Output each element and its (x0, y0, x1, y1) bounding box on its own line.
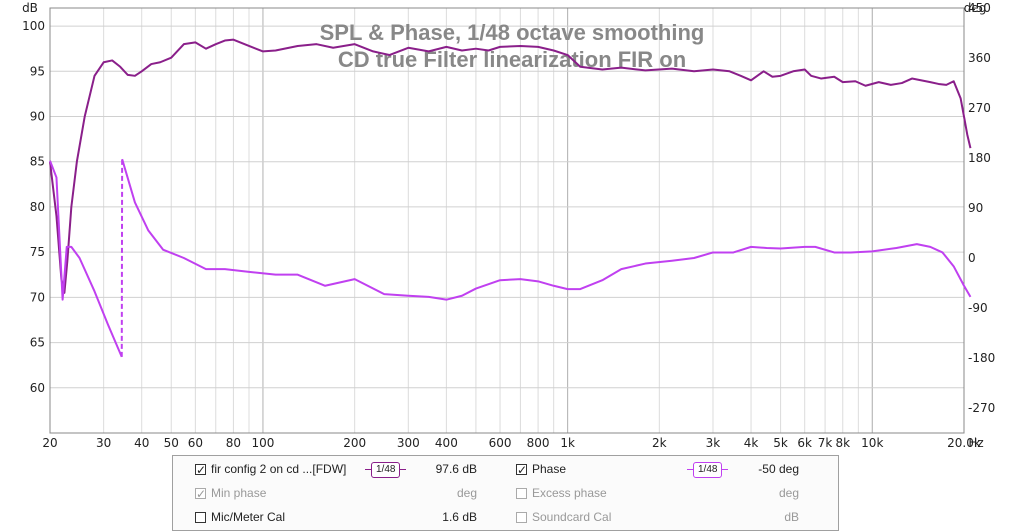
series-1-smoothing-control[interactable]: 1/48 (365, 459, 407, 479)
legend-mic-cal[interactable]: Mic/Meter Cal (195, 507, 285, 527)
series-1-checkbox[interactable] (195, 460, 206, 480)
min-phase-label: Min phase (211, 486, 267, 500)
series-group (49, 38, 972, 358)
plot-area (50, 8, 964, 433)
legend-excess-phase[interactable]: Excess phase (516, 483, 607, 503)
y-tick-label: 95 (30, 64, 45, 78)
x-tick-label: 20 (42, 436, 57, 450)
excess-phase-label: Excess phase (532, 486, 607, 500)
phase-checkbox[interactable] (516, 460, 527, 480)
x-tick-label: 50 (164, 436, 179, 450)
x-tick-label: 3k (706, 436, 721, 450)
phase-series-line-1 (121, 158, 972, 301)
phase-smoothing-control[interactable]: 1/48 (687, 459, 729, 479)
y2-tick-label: -90 (968, 301, 988, 315)
y2-tick-label: 360 (968, 51, 991, 65)
x-tick-label: 100 (251, 436, 274, 450)
y2-tick-label: 180 (968, 151, 991, 165)
x-tick-label: 60 (188, 436, 203, 450)
grid (49, 7, 965, 434)
x-tick-label: 8k (835, 436, 850, 450)
legend-min-phase[interactable]: Min phase (195, 483, 267, 504)
series-1-smoothing-button[interactable]: 1/48 (371, 461, 401, 478)
y-tick-label: 80 (30, 200, 45, 214)
series-1-name[interactable]: fir config 2 on cd ...[FDW] (211, 462, 347, 476)
excess-phase-checkbox[interactable] (516, 488, 527, 500)
min-phase-checkbox[interactable] (195, 484, 206, 504)
y2-tick-label: 90 (968, 201, 983, 215)
x-tick-label: 10k (861, 436, 883, 450)
legend-phase[interactable]: Phase (516, 459, 567, 480)
x-tick-label: 7k (818, 436, 833, 450)
x-tick-label: 40 (134, 436, 149, 450)
x-tick-label: 200 (343, 436, 366, 450)
y-tick-label: 90 (30, 110, 45, 124)
phase-smoothing-button[interactable]: 1/48 (693, 461, 723, 478)
x-tick-label: 20.0k (947, 436, 981, 450)
axis-ticks: 20 30 40 50 60 80 100 200 300 400 600 800 1k 2k 3k 4k 5k… (22, 1, 995, 450)
soundcard-cal-checkbox[interactable] (516, 512, 527, 524)
soundcard-cal-unit: dB (784, 510, 799, 524)
x-tick-label: 30 (96, 436, 111, 450)
x-axis-unit: Hz (968, 436, 983, 450)
mic-cal-checkbox[interactable] (195, 512, 206, 524)
y2-axis-unit: deg (964, 1, 987, 15)
mic-cal-label: Mic/Meter Cal (211, 510, 286, 524)
y-axis-unit: dB (22, 1, 38, 15)
y2-tick-label: 0 (968, 251, 976, 265)
legend-series-1[interactable]: fir config 2 on cd ...[FDW] (195, 459, 347, 480)
legend-panel: fir config 2 on cd ...[FDW] 1/48 97.6 dB… (172, 455, 839, 531)
y2-tick-label: -270 (968, 401, 995, 415)
y2-tick-label: 450 (968, 1, 991, 15)
phase-value: -50 deg (758, 462, 799, 476)
x-tick-label: 5k (773, 436, 788, 450)
y-tick-label: 65 (30, 336, 45, 350)
x-tick-label: 300 (397, 436, 420, 450)
x-tick-label: 600 (489, 436, 512, 450)
y-tick-label: 85 (30, 155, 45, 169)
x-tick-label: 80 (226, 436, 241, 450)
y-tick-label: 70 (30, 290, 45, 304)
x-tick-label: 400 (435, 436, 458, 450)
min-phase-unit: deg (456, 486, 477, 500)
spl-phase-chart: 20 30 40 50 60 80 100 200 300 400 600 800 1k 2k 3k 4k 5k… (22, 1, 995, 450)
chart-title: SPL & Phase, 1/48 octave smoothing (320, 20, 705, 45)
x-tick-label: 1k (560, 436, 575, 450)
series-1-value: 97.6 dB (435, 462, 477, 476)
y-tick-label: 75 (30, 245, 45, 259)
y2-tick-label: -180 (968, 351, 995, 365)
y2-tick-label: 270 (968, 101, 991, 115)
legend-soundcard-cal[interactable]: Soundcard Cal (516, 507, 611, 527)
y-tick-label: 60 (30, 381, 45, 395)
soundcard-cal-label: Soundcard Cal (532, 510, 612, 524)
x-tick-label: 6k (797, 436, 812, 450)
plot-frame (49, 7, 965, 434)
spl-series-line (49, 38, 972, 294)
excess-phase-unit: deg (778, 486, 799, 500)
mic-cal-value: 1.6 dB (442, 510, 477, 524)
x-tick-label: 800 (527, 436, 550, 450)
x-tick-label: 2k (652, 436, 667, 450)
y-tick-label: 100 (22, 19, 45, 33)
phase-label[interactable]: Phase (532, 462, 567, 476)
x-tick-label: 4k (744, 436, 759, 450)
phase-series-line-0 (49, 160, 123, 358)
